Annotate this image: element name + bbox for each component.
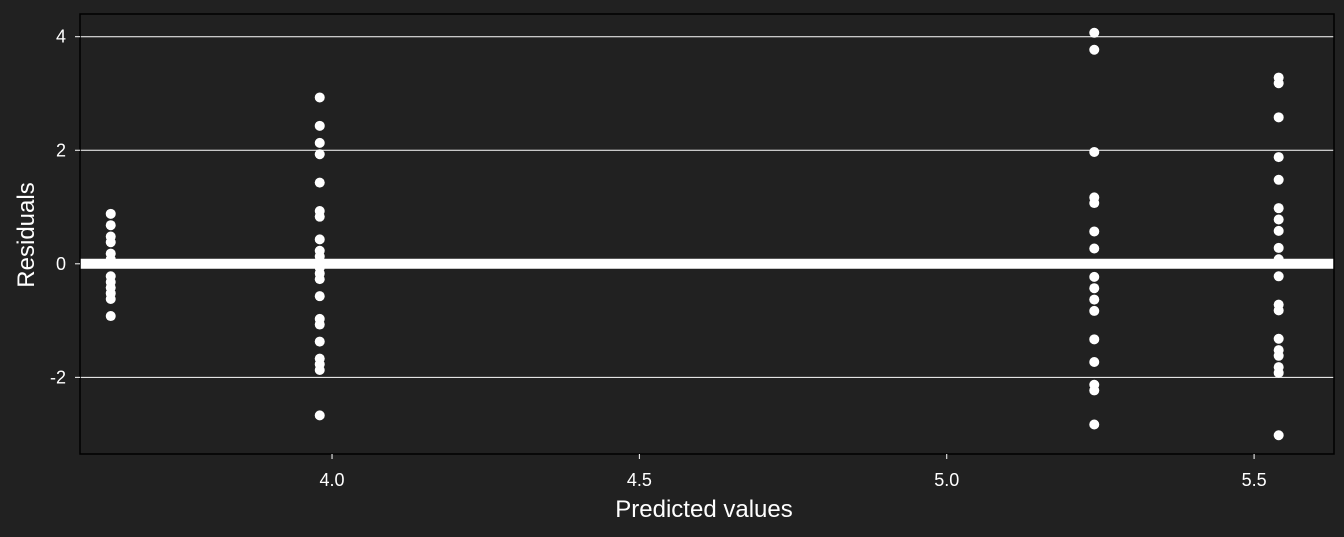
x-tick-label: 5.5 [1242, 470, 1267, 490]
data-point [1273, 214, 1284, 225]
data-point [1089, 419, 1100, 430]
residual-points [105, 27, 1284, 441]
data-point [1089, 27, 1100, 38]
data-point [105, 254, 116, 265]
data-point [1273, 305, 1284, 316]
data-point [105, 311, 116, 322]
data-point [314, 274, 325, 285]
data-point [105, 208, 116, 219]
data-point [1273, 203, 1284, 214]
data-point [314, 410, 325, 421]
data-point [1273, 174, 1284, 185]
data-point [1089, 283, 1100, 294]
data-point [1273, 350, 1284, 361]
data-point [314, 364, 325, 375]
data-point [1089, 243, 1100, 254]
data-point [1089, 146, 1100, 157]
data-point [314, 137, 325, 148]
x-tick-label: 4.5 [627, 470, 652, 490]
data-point [1089, 305, 1100, 316]
data-point [1089, 198, 1100, 209]
data-point [314, 120, 325, 131]
data-point [1273, 225, 1284, 236]
data-point [1089, 271, 1100, 282]
data-point [1273, 333, 1284, 344]
data-point [105, 220, 116, 231]
panel-border [79, 13, 1335, 455]
data-point [105, 294, 116, 305]
data-point [1089, 226, 1100, 237]
data-point [1089, 334, 1100, 345]
data-point [314, 291, 325, 302]
data-point [1273, 242, 1284, 253]
x-tick-label: 4.0 [320, 470, 345, 490]
axes [79, 13, 1335, 455]
x-axis-ticks: 4.0 4.5 5.0 5.5 [320, 454, 1267, 490]
data-point [1273, 112, 1284, 123]
data-point [1273, 430, 1284, 441]
data-point [1089, 385, 1100, 396]
data-point [314, 177, 325, 188]
data-point [105, 237, 116, 248]
data-point [1273, 271, 1284, 282]
data-point [1273, 152, 1284, 163]
data-point [1089, 44, 1100, 55]
data-point [1089, 357, 1100, 368]
data-point [1273, 254, 1284, 265]
y-tick-label: 0 [56, 254, 66, 274]
data-point [314, 149, 325, 160]
data-point [314, 92, 325, 103]
data-point [314, 234, 325, 245]
y-tick-label: -2 [50, 367, 66, 387]
data-point [1273, 78, 1284, 89]
data-point [1089, 294, 1100, 305]
x-tick-label: 5.0 [934, 470, 959, 490]
data-point [314, 211, 325, 222]
y-axis-title: Residuals [13, 182, 40, 287]
data-point [314, 251, 325, 262]
y-tick-label: 4 [56, 27, 66, 47]
y-tick-label: 2 [56, 140, 66, 160]
y-axis-ticks: -2 0 2 4 [50, 27, 80, 387]
data-point [314, 319, 325, 330]
x-axis-title: Predicted values [615, 496, 792, 523]
data-point [314, 336, 325, 347]
data-point [1273, 367, 1284, 378]
